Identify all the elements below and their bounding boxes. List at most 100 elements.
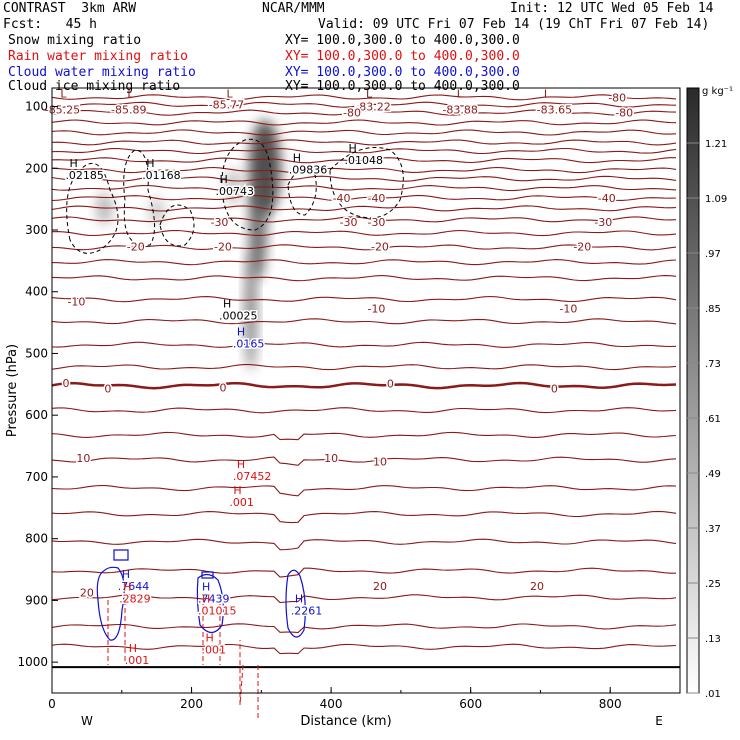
cloud-contour-west-top bbox=[113, 549, 129, 561]
max-value-7: .07452 bbox=[233, 470, 272, 483]
field-rain-name: Rain water mixing ratio bbox=[8, 49, 189, 64]
field-ice-xy: XY= 100.0,300.0 to 400.0,300.0 bbox=[285, 79, 520, 94]
temperature-label-12: -30 bbox=[210, 216, 228, 229]
y-tick-label-0: 100 bbox=[25, 100, 48, 114]
isotherm-12 bbox=[51, 205, 677, 212]
temperature-contours bbox=[51, 94, 680, 669]
isotherm-15 bbox=[51, 244, 677, 251]
x-tick-label-0: 0 bbox=[48, 697, 56, 711]
temperature-label-7: -80 bbox=[615, 107, 633, 120]
y-tick-label-6: 700 bbox=[25, 470, 48, 484]
init-time: Init: 12 UTC Wed 05 Feb 14 bbox=[510, 1, 714, 16]
temperature-label-27: 0 bbox=[551, 383, 558, 396]
low-marker-2: L bbox=[226, 87, 233, 100]
isotherm-27 bbox=[51, 510, 677, 524]
y-tick-label-9: 1000 bbox=[17, 655, 48, 669]
max-marker-8: H bbox=[233, 484, 241, 497]
west-label: W bbox=[81, 714, 93, 728]
temperature-label-29: 10 bbox=[324, 452, 338, 465]
temperature-label-3: -83.22 bbox=[355, 101, 390, 114]
temperature-label-13: -30 bbox=[340, 216, 358, 229]
max-marker-13: H bbox=[295, 593, 303, 606]
model-title: CONTRAST 3km ARW bbox=[3, 1, 137, 16]
field-snow-xy: XY= 100.0,300.0 to 400.0,300.0 bbox=[285, 33, 520, 48]
max-marker-9: H bbox=[122, 568, 130, 581]
temperature-label-32: 20 bbox=[373, 580, 387, 593]
max-marker-4: H bbox=[349, 142, 357, 155]
x-axis-title: Distance (km) bbox=[300, 714, 391, 729]
ice-contour-east bbox=[287, 168, 317, 216]
max-marker-14: H bbox=[129, 642, 137, 655]
isotherm-23 bbox=[51, 407, 677, 414]
y-tick-label-7: 800 bbox=[25, 532, 48, 546]
ice-contour-core bbox=[221, 138, 274, 231]
snow-plume-upper bbox=[248, 179, 267, 280]
isotherm-2 bbox=[51, 109, 677, 116]
east-label: E bbox=[655, 714, 663, 728]
colorbar-scale bbox=[686, 87, 700, 694]
max-value-12: .01015 bbox=[198, 605, 237, 618]
max-value-11: .7439 bbox=[198, 592, 230, 605]
isotherm-16 bbox=[51, 259, 677, 266]
max-value-4: .01048 bbox=[345, 154, 384, 167]
rain-contour-west bbox=[107, 600, 126, 665]
temperature-label-25: 0 bbox=[219, 381, 226, 394]
isotherm-4 bbox=[51, 129, 677, 136]
temperature-label-1: -85.89 bbox=[111, 104, 146, 117]
hydrometeor-contours bbox=[66, 138, 404, 720]
field-cloud-xy: XY= 100.0,300.0 to 400.0,300.0 bbox=[285, 65, 520, 80]
cloud-contour-mid bbox=[196, 573, 224, 634]
isotherm-29 bbox=[51, 567, 676, 578]
max-marker-3: H bbox=[293, 151, 301, 164]
max-value-8: .001 bbox=[229, 496, 254, 509]
temperature-label-14: -30 bbox=[367, 216, 385, 229]
temperature-label-0: -85.25 bbox=[45, 104, 80, 117]
isotherm-26 bbox=[51, 484, 677, 497]
low-marker-1: L bbox=[127, 87, 134, 100]
temperature-label-30: 10 bbox=[373, 455, 387, 468]
y-tick-label-3: 400 bbox=[25, 285, 48, 299]
max-marker-6: H bbox=[237, 325, 245, 338]
colorbar-label-6: .73 bbox=[705, 359, 721, 370]
forecast-hour: Fcst: 45 h bbox=[3, 17, 97, 32]
max-marker-5: H bbox=[223, 298, 231, 311]
isotherm-19 bbox=[51, 318, 677, 325]
cloud-contour-east bbox=[285, 569, 306, 638]
rain-contour-mid bbox=[202, 600, 221, 665]
colorbar: .01 .13 .25 .37 .49 .61 .73 .85 .97 1.09 1.21 g kg⁻… bbox=[686, 86, 733, 700]
max-value-13: .2261 bbox=[291, 605, 323, 618]
max-marker-10: H bbox=[123, 580, 131, 593]
colorbar-label-1: .13 bbox=[705, 634, 721, 645]
isotherm-21 bbox=[51, 364, 677, 371]
low-marker-4: L bbox=[457, 87, 464, 100]
colorbar-label-0: .01 bbox=[705, 689, 721, 700]
isotherm-5 bbox=[51, 139, 677, 146]
y-tick-label-2: 300 bbox=[25, 223, 48, 237]
isotherm-8 bbox=[51, 166, 677, 174]
colorbar-label-10: 1.21 bbox=[705, 139, 727, 150]
field-cloud-name: Cloud water mixing ratio bbox=[8, 65, 196, 80]
low-marker-3: L bbox=[366, 87, 373, 100]
contour-labels: -85.25 -85.89 -85.77 -83.22 -83.88 -83.65 -80 -… bbox=[43, 87, 634, 668]
max-value-14: .001 bbox=[125, 654, 150, 667]
cloud-contour-mid-top bbox=[201, 571, 214, 579]
valid-time: Valid: 09 UTC Fri 07 Feb 14 (19 ChT Fri … bbox=[318, 17, 710, 32]
temperature-label-2: -85.77 bbox=[209, 99, 244, 112]
max-marker-15: H bbox=[206, 632, 214, 645]
isotherm-28 bbox=[51, 538, 677, 551]
colorbar-label-4: .49 bbox=[705, 469, 721, 480]
temperature-label-21: -10 bbox=[367, 302, 385, 315]
temperature-label-16: -20 bbox=[127, 241, 145, 254]
temperature-label-9: -40 bbox=[333, 192, 351, 205]
ice-contour-far-east bbox=[329, 147, 404, 219]
isotherm-11 bbox=[51, 194, 677, 202]
snow-patch-mid bbox=[148, 197, 165, 226]
y-axis-title: Pressure (hPa) bbox=[5, 344, 20, 437]
y-tick-label-8: 900 bbox=[25, 593, 48, 607]
colorbar-label-3: .37 bbox=[705, 524, 721, 535]
plot-frame bbox=[51, 87, 681, 694]
isotherm-10 bbox=[51, 184, 677, 192]
max-value-2: .00743 bbox=[215, 185, 254, 198]
isotherm-32 bbox=[51, 643, 677, 655]
